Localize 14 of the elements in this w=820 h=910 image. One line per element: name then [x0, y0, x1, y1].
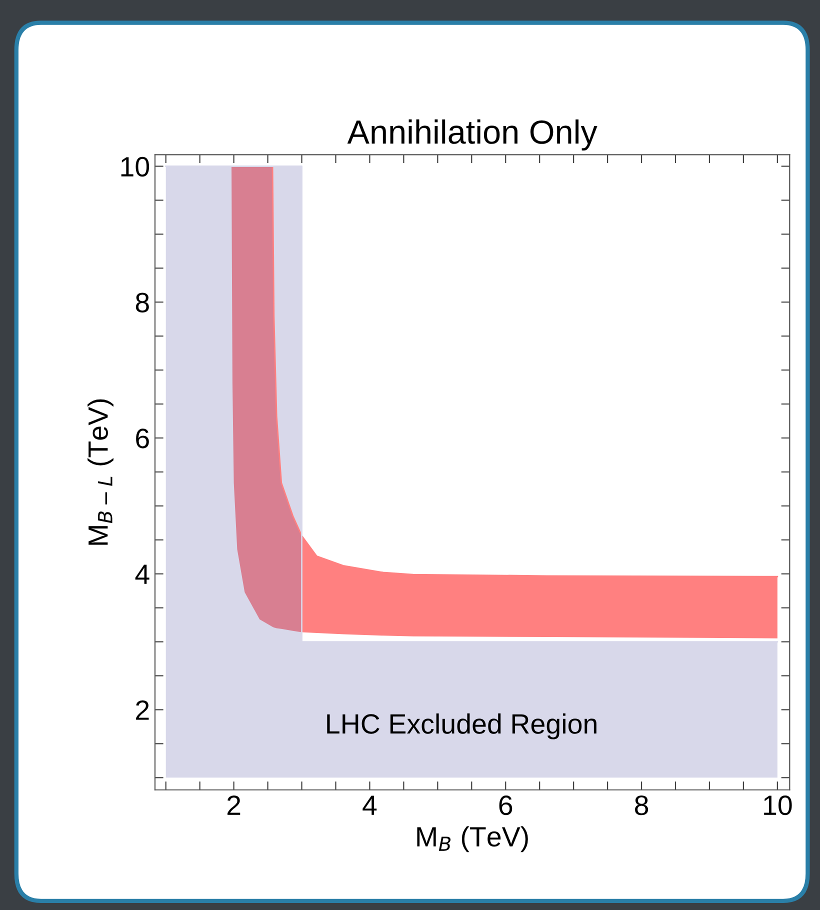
y-tick-label: 10: [121, 156, 150, 177]
y-tick-label: 6: [136, 428, 149, 448]
x-tick-label: 4: [362, 796, 377, 815]
x-tick-label: 8: [635, 795, 648, 816]
y-axis-title: M$_{B−L}$ (TeV): [88, 399, 114, 545]
y-tick-label: 8: [136, 292, 149, 312]
x-axis-title: M$_{B}$ (TeV): [417, 826, 528, 852]
y-tick-label: 4: [135, 564, 150, 584]
x-tick-label: 6: [499, 795, 512, 816]
x-tick-label: 10: [764, 795, 792, 816]
chart-title: Annihilation Only: [347, 119, 598, 151]
annotation: LHC Excluded Region: [327, 713, 596, 740]
x-tick-label: 2: [227, 795, 240, 815]
y-tick-label: 2: [136, 700, 149, 720]
